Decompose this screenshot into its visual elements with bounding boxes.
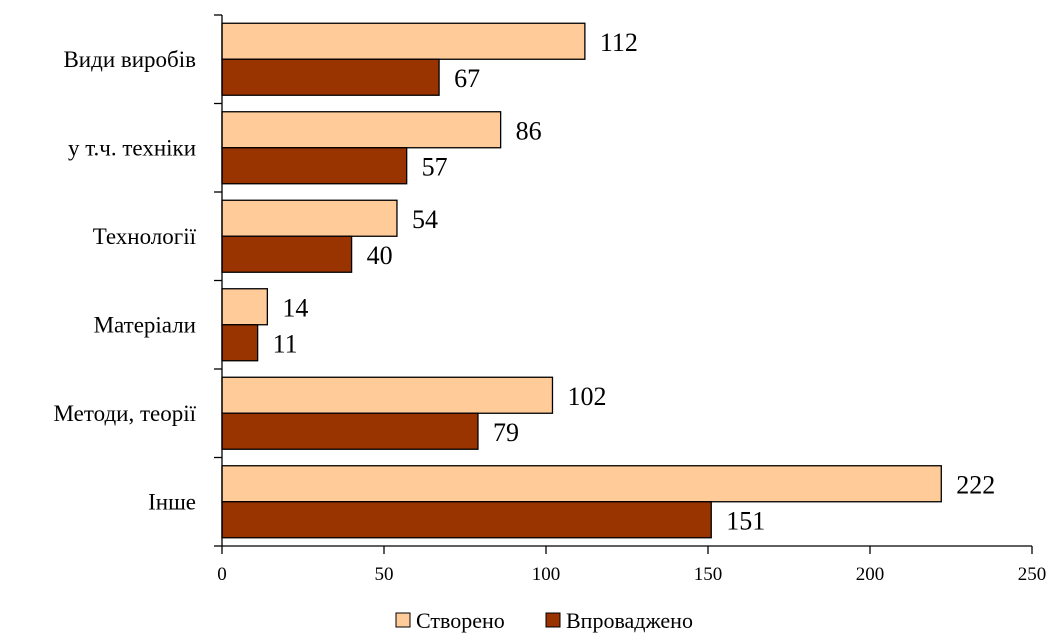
data-label: 54 bbox=[412, 205, 438, 234]
data-label: 151 bbox=[726, 506, 765, 535]
data-label: 14 bbox=[282, 293, 308, 322]
data-label: 67 bbox=[454, 64, 480, 93]
x-tick-label: 200 bbox=[856, 564, 885, 585]
bar-implemented bbox=[221, 501, 712, 539]
axes bbox=[214, 14, 1033, 554]
category-label: Технології bbox=[93, 224, 197, 249]
legend: Створено Впроваджено bbox=[395, 608, 693, 633]
category-label: Види виробів bbox=[63, 47, 196, 72]
legend-swatch-implemented bbox=[545, 612, 561, 628]
data-labels: 112 67 86 57 54 40 14 11 102 79 222 151 bbox=[273, 28, 996, 536]
legend-label: Впроваджено bbox=[566, 608, 693, 633]
category-labels: Види виробів у т.ч. техніки Технології Мате… bbox=[54, 47, 197, 515]
bar-created bbox=[221, 22, 586, 60]
bar-created bbox=[221, 199, 398, 237]
category-label: Методи, теорії bbox=[54, 401, 197, 426]
x-tick-labels: 0 50 100 150 200 250 bbox=[217, 564, 1046, 585]
bar-implemented bbox=[221, 412, 479, 450]
bar-created bbox=[221, 376, 554, 414]
x-tick-label: 50 bbox=[375, 564, 394, 585]
bar-created bbox=[221, 465, 942, 503]
bar-implemented bbox=[221, 147, 408, 185]
data-label: 40 bbox=[367, 241, 393, 270]
category-label: у т.ч. техніки bbox=[68, 135, 196, 160]
bar-implemented bbox=[221, 58, 440, 96]
category-label: Інше bbox=[148, 489, 196, 514]
data-label: 57 bbox=[422, 152, 448, 181]
bar-implemented bbox=[221, 324, 259, 362]
bar-created bbox=[221, 288, 269, 326]
data-label: 86 bbox=[516, 116, 542, 145]
x-tick-label: 250 bbox=[1018, 564, 1047, 585]
bars bbox=[221, 22, 942, 539]
x-tick-label: 150 bbox=[694, 564, 723, 585]
legend-label: Створено bbox=[416, 608, 505, 633]
legend-swatch-created bbox=[395, 612, 411, 628]
data-label: 79 bbox=[493, 418, 519, 447]
data-label: 222 bbox=[956, 470, 995, 499]
bar-implemented bbox=[221, 235, 353, 273]
data-label: 112 bbox=[600, 28, 638, 57]
category-label: Матеріали bbox=[94, 312, 196, 337]
data-label: 102 bbox=[567, 382, 606, 411]
x-tick-label: 100 bbox=[532, 564, 561, 585]
bar-created bbox=[221, 111, 502, 149]
x-tick-label: 0 bbox=[217, 564, 227, 585]
data-label: 11 bbox=[273, 329, 298, 358]
